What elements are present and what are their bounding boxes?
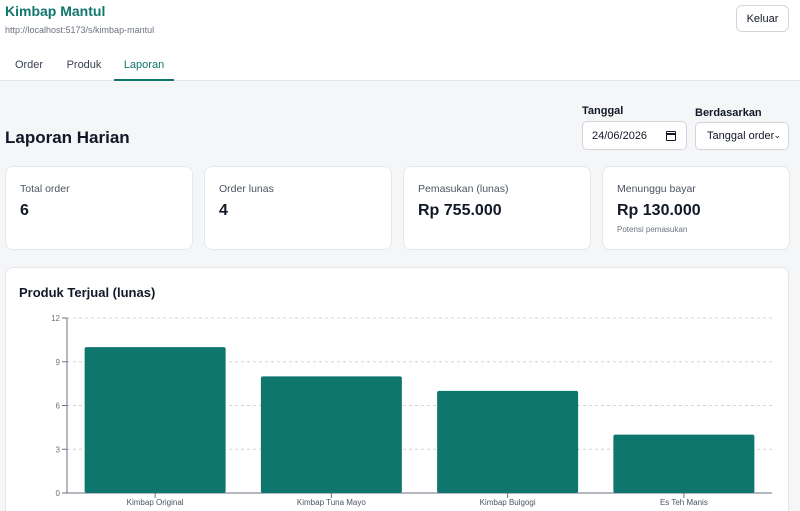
- chart-bar: [84, 347, 226, 493]
- chart-bar: [437, 390, 579, 493]
- x-tick-label: Kimbap Bulgogi: [480, 498, 536, 507]
- bar-chart: 0 3 6 9 12 Kimbap Original Kimbap Tuna Mayo Kim…: [51, 314, 772, 507]
- stat-label: Total order: [20, 183, 70, 195]
- stat-value: 6: [20, 202, 29, 219]
- tab-order[interactable]: Order: [14, 59, 44, 71]
- x-tick-label: Es Teh Manis: [660, 498, 708, 507]
- chart-bar: [260, 376, 402, 493]
- date-label: Tanggal: [582, 105, 624, 117]
- date-value: 24/06/2026: [592, 129, 648, 142]
- y-tick-label: 3: [56, 445, 61, 454]
- app-title: Kimbap Mantul: [5, 3, 106, 19]
- stat-label: Order lunas: [219, 183, 274, 195]
- chart-bar: [613, 434, 755, 493]
- y-tick-label: 12: [51, 314, 60, 323]
- x-tick-label: Kimbap Tuna Mayo: [297, 498, 366, 507]
- stat-hint: Potensi pemasukan: [617, 225, 688, 234]
- basis-select[interactable]: Tanggal order ⌄: [695, 122, 789, 150]
- y-tick-label: 0: [56, 489, 61, 498]
- app-url: http://localhost:5173/s/kimbap-mantul: [5, 25, 155, 35]
- stat-card-awaiting-payment: Menunggu bayar Rp 130.000 Potensi pemasu…: [602, 166, 790, 250]
- page-title: Laporan Harian: [5, 128, 130, 147]
- stat-value: Rp 755.000: [418, 202, 502, 219]
- calendar-icon[interactable]: [666, 131, 676, 141]
- basis-selected-value: Tanggal order: [707, 130, 775, 142]
- stat-value: Rp 130.000: [617, 202, 701, 219]
- stat-card-income: Pemasukan (lunas) Rp 755.000: [403, 166, 591, 250]
- logout-button[interactable]: Keluar: [736, 5, 789, 32]
- stat-label: Pemasukan (lunas): [418, 183, 509, 195]
- stat-card-total-order: Total order 6: [5, 166, 193, 250]
- chart-title: Produk Terjual (lunas): [19, 285, 156, 300]
- chevron-down-icon: ⌄: [773, 130, 781, 140]
- chart-card: Produk Terjual (lunas) 0 3 6 9 12 Kimbap Orig…: [5, 267, 789, 511]
- basis-label: Berdasarkan: [695, 107, 762, 119]
- y-tick-label: 6: [56, 402, 61, 411]
- stat-card-paid-orders: Order lunas 4: [204, 166, 392, 250]
- y-tick-label: 9: [56, 358, 61, 367]
- top-bar: Kimbap Mantul http://localhost:5173/s/ki…: [0, 0, 800, 81]
- stat-value: 4: [219, 202, 228, 219]
- stat-label: Menunggu bayar: [617, 183, 696, 195]
- tab-produk[interactable]: Produk: [66, 59, 102, 71]
- tab-laporan[interactable]: Laporan: [114, 52, 174, 81]
- x-tick-label: Kimbap Original: [127, 498, 184, 507]
- date-input[interactable]: 24/06/2026: [582, 121, 687, 150]
